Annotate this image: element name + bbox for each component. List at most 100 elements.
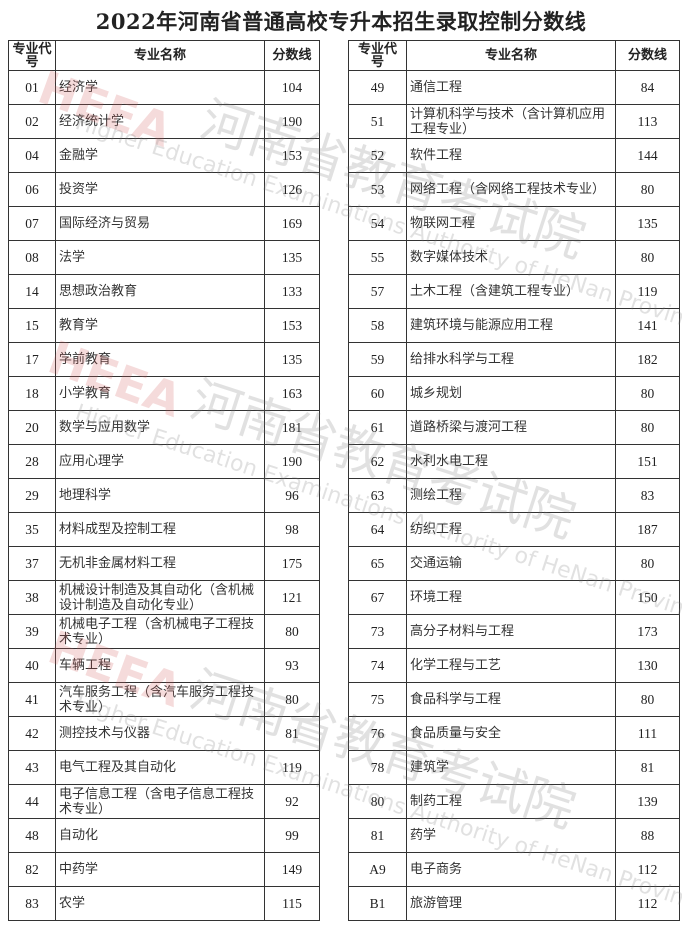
table-row: 59 给排水科学与工程 182: [348, 342, 680, 377]
major-name: 法学: [55, 240, 265, 275]
major-name: 给排水科学与工程: [406, 342, 616, 377]
score-line: 112: [615, 852, 680, 887]
table-row: 42 测控技术与仪器 81: [8, 716, 320, 751]
major-name: 机械电子工程（含机械电子工程技术专业）: [55, 614, 265, 649]
major-name: 旅游管理: [406, 886, 616, 921]
table-row: 60 城乡规划 80: [348, 376, 680, 411]
table-row: 64 纺织工程 187: [348, 512, 680, 547]
score-line: 80: [615, 376, 680, 411]
table-row: 14 思想政治教育 133: [8, 274, 320, 309]
major-name: 自动化: [55, 818, 265, 853]
score-line: 130: [615, 648, 680, 683]
major-name: 经济统计学: [55, 104, 265, 139]
major-code: 48: [8, 818, 56, 853]
major-name: 测控技术与仪器: [55, 716, 265, 751]
major-name: 制药工程: [406, 784, 616, 819]
major-name: 建筑环境与能源应用工程: [406, 308, 616, 343]
score-line: 99: [264, 818, 320, 853]
score-line: 113: [615, 104, 680, 139]
table-row: 48 自动化 99: [8, 818, 320, 853]
table-row: 20 数学与应用数学 181: [8, 410, 320, 445]
major-code: 44: [8, 784, 56, 819]
table-row: 58 建筑环境与能源应用工程 141: [348, 308, 680, 343]
major-code: 49: [348, 70, 407, 105]
score-line: 96: [264, 478, 320, 513]
major-code: 60: [348, 376, 407, 411]
major-name: 药学: [406, 818, 616, 853]
table-row: 18 小学教育 163: [8, 376, 320, 411]
header-score: 分数线: [264, 40, 320, 71]
major-code: 59: [348, 342, 407, 377]
score-line: 121: [264, 580, 320, 615]
major-code: 62: [348, 444, 407, 479]
major-code: 76: [348, 716, 407, 751]
major-name: 车辆工程: [55, 648, 265, 683]
major-code: 67: [348, 580, 407, 615]
table-row: 51 计算机科学与技术（含计算机应用工程专业） 113: [348, 104, 680, 139]
major-name: 金融学: [55, 138, 265, 173]
score-line: 81: [615, 750, 680, 785]
score-line: 126: [264, 172, 320, 207]
score-line: 135: [615, 206, 680, 241]
major-name: 建筑学: [406, 750, 616, 785]
major-name: 通信工程: [406, 70, 616, 105]
score-line: 151: [615, 444, 680, 479]
score-line: 135: [264, 342, 320, 377]
major-name: 食品质量与安全: [406, 716, 616, 751]
score-line: 111: [615, 716, 680, 751]
score-table-right: 专业代号 专业名称 分数线 49 通信工程 84 51 计算机科学与技术（含计算机应用工…: [348, 40, 680, 921]
score-line: 190: [264, 444, 320, 479]
score-line: 92: [264, 784, 320, 819]
major-name: 环境工程: [406, 580, 616, 615]
major-name: 机械设计制造及其自动化（含机械设计制造及自动化专业）: [55, 580, 265, 615]
major-code: 65: [348, 546, 407, 581]
major-code: 73: [348, 614, 407, 649]
score-line: 112: [615, 886, 680, 921]
major-name: 国际经济与贸易: [55, 206, 265, 241]
table-row: 28 应用心理学 190: [8, 444, 320, 479]
header-code: 专业代号: [8, 40, 56, 71]
major-name: 材料成型及控制工程: [55, 512, 265, 547]
score-line: 80: [615, 240, 680, 275]
major-name: 物联网工程: [406, 206, 616, 241]
major-code: 39: [8, 614, 56, 649]
score-line: 88: [615, 818, 680, 853]
table-row: 43 电气工程及其自动化 119: [8, 750, 320, 785]
major-code: 08: [8, 240, 56, 275]
score-line: 175: [264, 546, 320, 581]
score-line: 80: [264, 614, 320, 649]
score-line: 135: [264, 240, 320, 275]
score-line: 80: [615, 546, 680, 581]
major-name: 农学: [55, 886, 265, 921]
major-name: 教育学: [55, 308, 265, 343]
major-name: 投资学: [55, 172, 265, 207]
table-header-row: 专业代号 专业名称 分数线: [348, 40, 680, 71]
major-code: 40: [8, 648, 56, 683]
major-code: B1: [348, 886, 407, 921]
major-name: 交通运输: [406, 546, 616, 581]
major-code: 35: [8, 512, 56, 547]
header-name: 专业名称: [406, 40, 616, 71]
score-line: 133: [264, 274, 320, 309]
major-code: 06: [8, 172, 56, 207]
score-line: 182: [615, 342, 680, 377]
major-code: 41: [8, 682, 56, 717]
score-table-left: 专业代号 专业名称 分数线 01 经济学 104 02 经济统计学 190 04 金融学 153…: [8, 40, 320, 921]
table-row: 78 建筑学 81: [348, 750, 680, 785]
major-name: 经济学: [55, 70, 265, 105]
table-row: 73 高分子材料与工程 173: [348, 614, 680, 649]
score-line: 98: [264, 512, 320, 547]
major-code: 01: [8, 70, 56, 105]
major-code: 43: [8, 750, 56, 785]
major-code: 14: [8, 274, 56, 309]
major-name: 高分子材料与工程: [406, 614, 616, 649]
score-line: 181: [264, 410, 320, 445]
score-line: 119: [264, 750, 320, 785]
table-row: A9 电子商务 112: [348, 852, 680, 887]
major-name: 水利水电工程: [406, 444, 616, 479]
major-name: 思想政治教育: [55, 274, 265, 309]
table-row: 02 经济统计学 190: [8, 104, 320, 139]
score-line: 187: [615, 512, 680, 547]
major-name: 学前教育: [55, 342, 265, 377]
table-row: 76 食品质量与安全 111: [348, 716, 680, 751]
